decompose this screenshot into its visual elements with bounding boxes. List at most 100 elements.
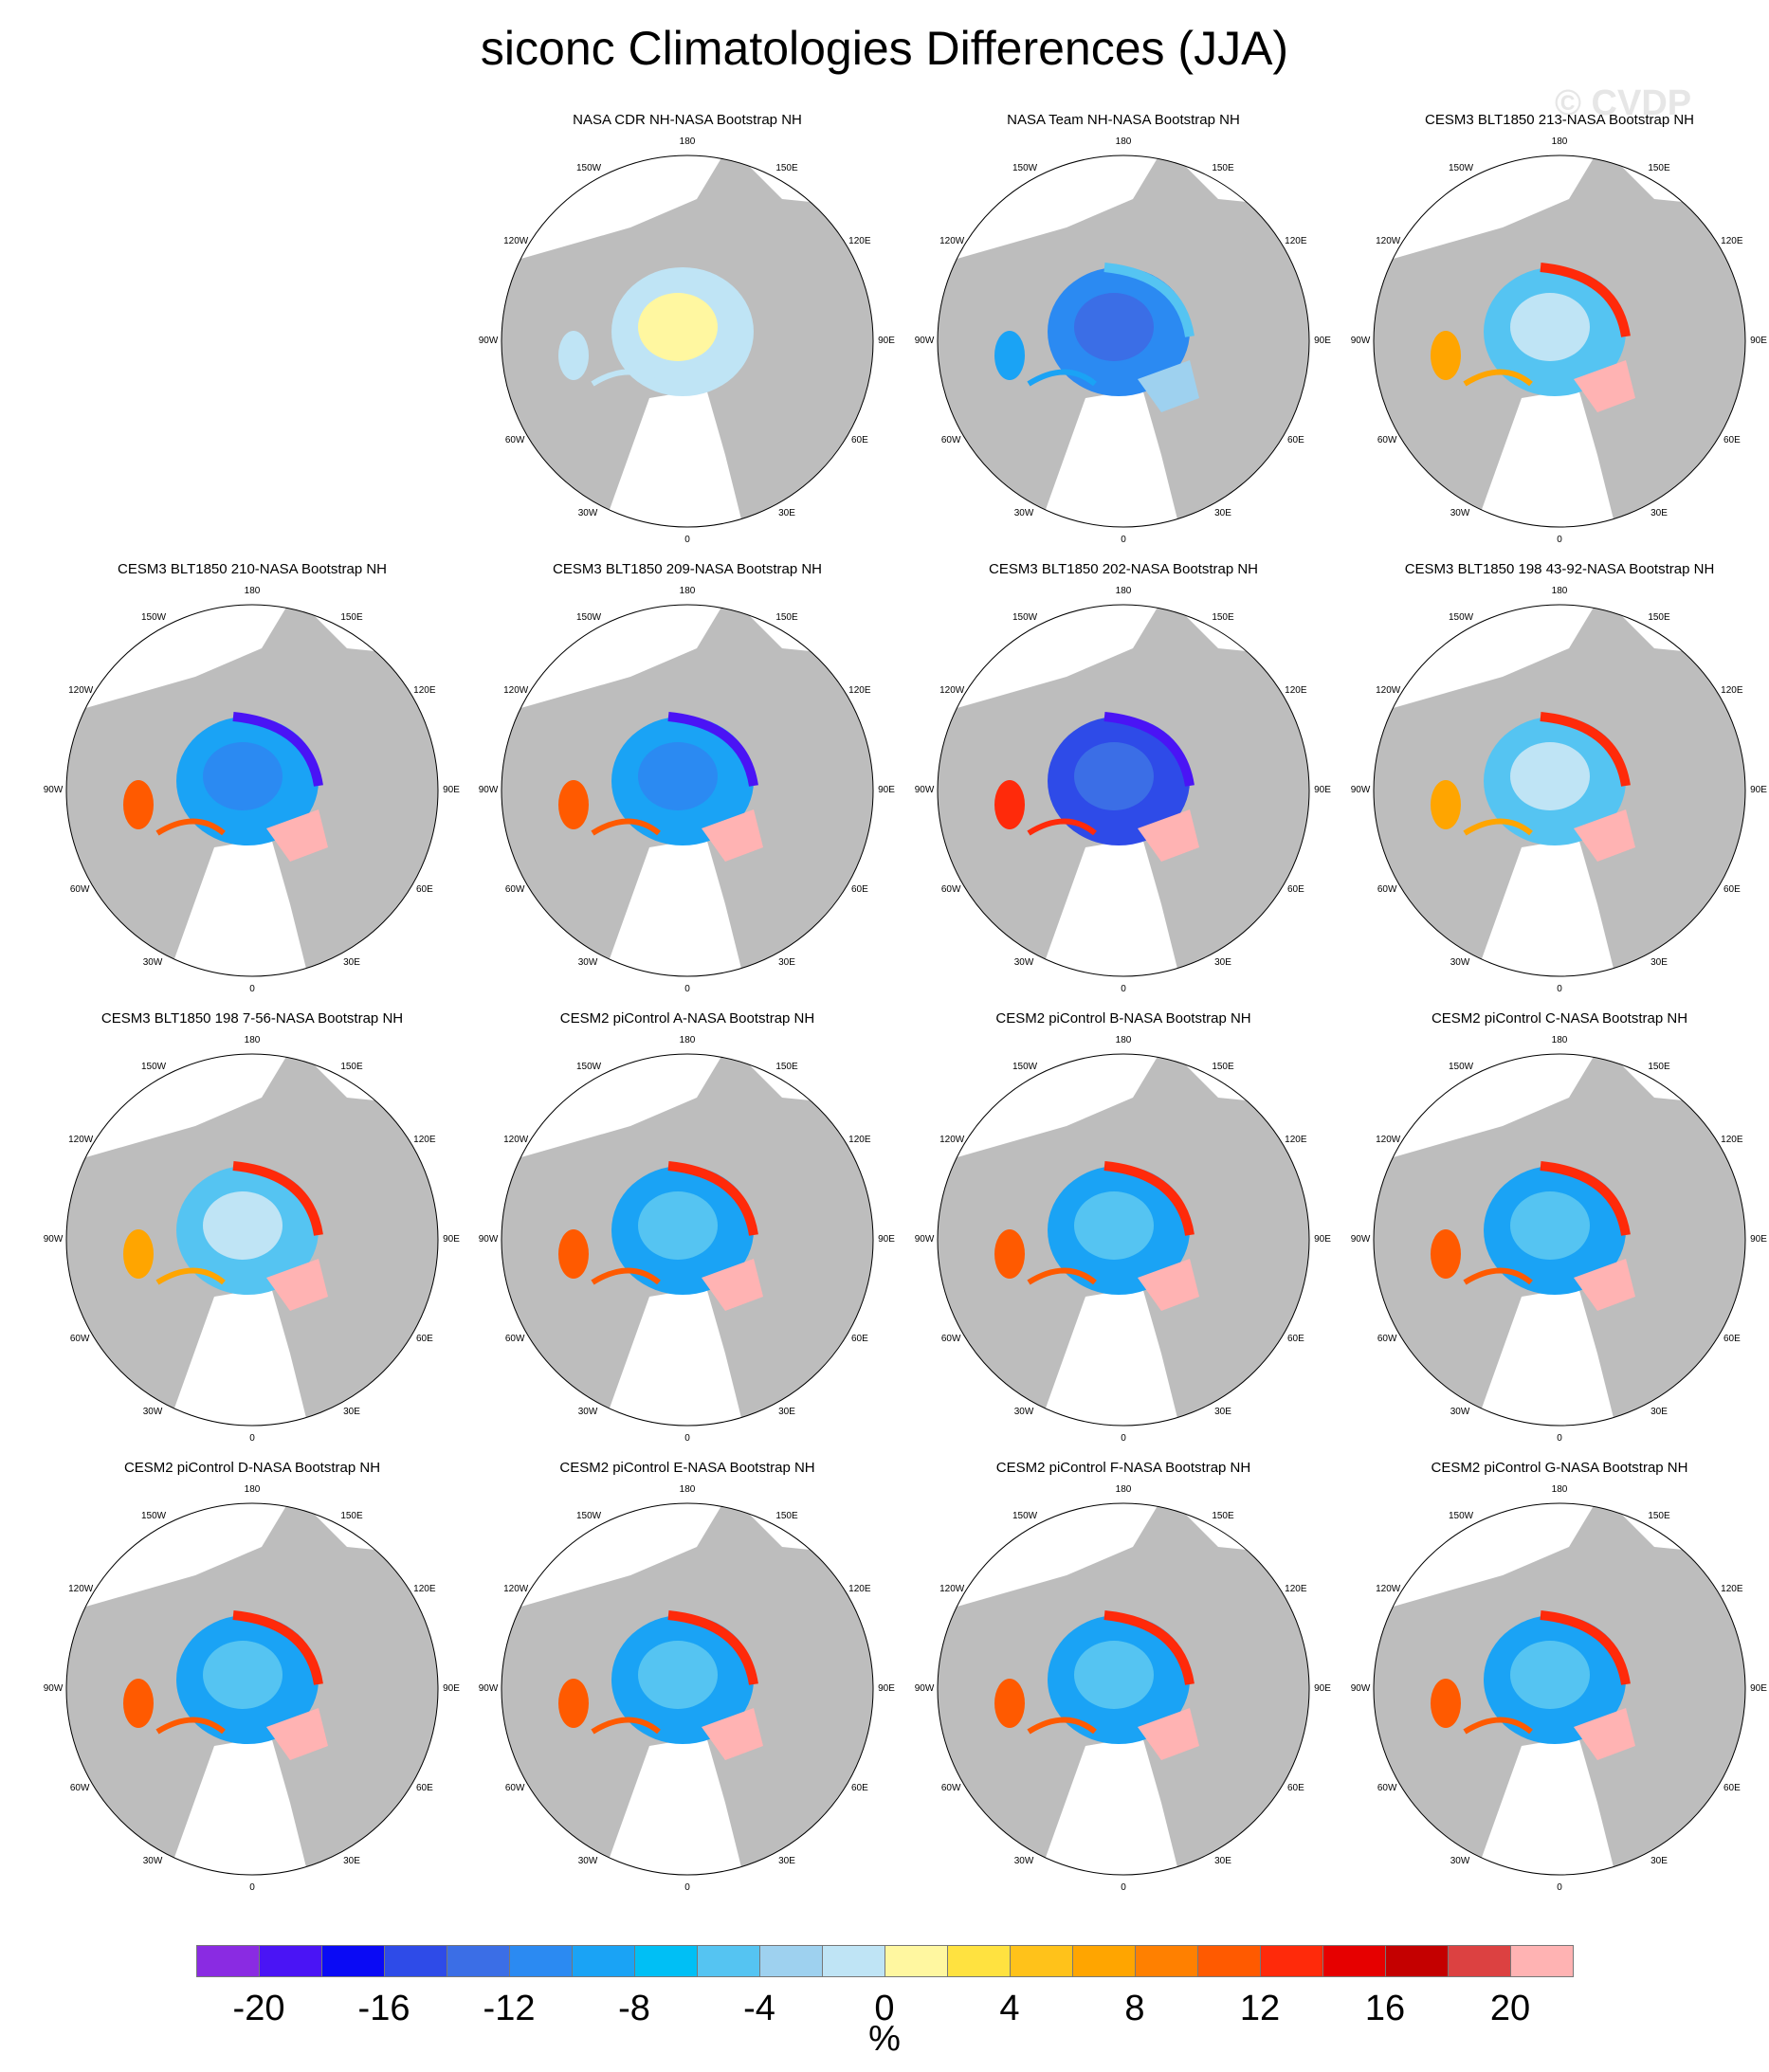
polar-map [1373, 154, 1746, 528]
colorbar-swatch [759, 1945, 823, 1977]
map-border [1373, 154, 1746, 528]
map-panel: CESM3 BLT1850 202-NASA Bootstrap NH 180 15… [905, 561, 1341, 997]
colorbar-swatch [1322, 1945, 1386, 1977]
longitude-label: 120E [848, 1584, 871, 1594]
longitude-label: 30W [1013, 1855, 1034, 1866]
sea-ice-core [203, 1191, 283, 1260]
longitude-label: 90W [478, 785, 499, 795]
map-panel: CESM2 piControl E-NASA Bootstrap NH 180 15… [469, 1460, 905, 1896]
longitude-label: 120W [939, 685, 965, 696]
longitude-label: 30W [1450, 1855, 1470, 1866]
baffin-anomaly [155, 818, 226, 836]
map-border [937, 604, 1310, 977]
longitude-label: 90E [878, 785, 895, 795]
longitude-label: 180 [1115, 586, 1132, 596]
longitude-label: 150E [340, 612, 363, 624]
longitude-label: 180 [679, 136, 696, 147]
longitude-label: 30E [778, 1406, 795, 1417]
map-panel: CESM3 BLT1850 209-NASA Bootstrap NH 180 15… [469, 561, 905, 997]
longitude-label: 60W [1377, 435, 1397, 445]
longitude-label: 120W [503, 685, 529, 696]
baffin-anomaly [155, 1267, 226, 1285]
longitude-label: 150W [1012, 1511, 1038, 1522]
atlantic-ocean [602, 1736, 744, 1875]
longitude-label: 60E [1286, 435, 1304, 445]
longitude-label: 90W [43, 785, 64, 795]
colorbar-swatch [1135, 1945, 1198, 1977]
longitude-label: 150W [1012, 163, 1038, 174]
baffin-anomaly [1463, 1267, 1533, 1285]
page-title: siconc Climatologies Differences (JJA) [480, 22, 1289, 75]
map-panel: CESM2 piControl A-NASA Bootstrap NH 180 15… [469, 1010, 905, 1446]
longitude-label: 60W [1377, 1334, 1397, 1344]
colorbar-swatch [697, 1945, 760, 1977]
ice-edge-anomaly [1540, 263, 1631, 337]
colorbar-units: % [868, 2019, 901, 2059]
longitude-label: 90W [1350, 1683, 1371, 1694]
longitude-label: 120W [1376, 1135, 1401, 1145]
longitude-label: 60W [504, 1783, 525, 1793]
polar-map [937, 154, 1310, 528]
colorbar-swatch [196, 1945, 260, 1977]
longitude-label: 30E [778, 1855, 795, 1866]
longitude-label: 150W [1449, 163, 1474, 174]
longitude-label: 120W [939, 236, 965, 246]
panel-title: CESM2 piControl G-NASA Bootstrap NH [1431, 1460, 1688, 1476]
longitude-label: 60E [1286, 884, 1304, 895]
ice-edge-anomaly [232, 1161, 323, 1236]
longitude-label: 150E [1212, 1062, 1234, 1073]
colorbar-swatch [884, 1945, 948, 1977]
barents-anomaly [1574, 809, 1635, 862]
longitude-label: 120E [848, 685, 871, 696]
colorbar-tick-label: -12 [483, 1989, 536, 2028]
ice-edge-anomaly [232, 712, 323, 787]
longitude-label: 150E [1648, 163, 1670, 174]
atlantic-ocean [167, 838, 309, 976]
longitude-label: 30W [1450, 956, 1470, 968]
map-border [1373, 1502, 1746, 1876]
longitude-label: 60E [850, 1334, 868, 1344]
polar-map [937, 604, 1310, 977]
longitude-label: 150E [340, 1511, 363, 1522]
longitude-label: 90E [1314, 336, 1331, 346]
longitude-label: 0 [1121, 1882, 1126, 1893]
longitude-label: 150E [1648, 612, 1670, 624]
longitude-label: 30E [1650, 1855, 1668, 1866]
longitude-label: 30E [1214, 1406, 1231, 1417]
ice-edge-anomaly [667, 1610, 758, 1685]
barents-anomaly [1574, 1708, 1635, 1760]
longitude-label: 180 [679, 1035, 696, 1045]
longitude-label: 60W [504, 884, 525, 895]
polar-map [65, 1502, 439, 1876]
longitude-label: 150W [576, 1062, 602, 1073]
baffin-anomaly [1027, 1717, 1097, 1735]
longitude-label: 120W [939, 1135, 965, 1145]
panel-title: CESM3 BLT1850 198 43-92-NASA Bootstrap N… [1404, 561, 1715, 577]
longitude-label: 90W [1350, 1234, 1371, 1245]
longitude-label: 90E [1314, 1683, 1331, 1694]
colorbar-swatch [1385, 1945, 1449, 1977]
ice-edge-anomaly [1540, 1161, 1631, 1236]
polar-map [501, 1053, 874, 1427]
longitude-label: 180 [1115, 1484, 1132, 1495]
longitude-label: 60E [415, 884, 433, 895]
longitude-label: 60E [850, 435, 868, 445]
longitude-label: 30W [142, 956, 163, 968]
hudson-bay-anomaly [123, 1229, 154, 1279]
barents-anomaly [266, 1259, 328, 1311]
longitude-label: 120E [1285, 1584, 1307, 1594]
sea-ice-core [203, 742, 283, 810]
atlantic-ocean [1474, 838, 1616, 976]
longitude-label: 120E [1721, 236, 1743, 246]
longitude-label: 180 [679, 586, 696, 596]
longitude-label: 60W [504, 435, 525, 445]
longitude-label: 30W [1013, 1406, 1034, 1417]
colorbar-swatch [572, 1945, 635, 1977]
longitude-label: 120W [1376, 1584, 1401, 1594]
polar-map [1373, 1053, 1746, 1427]
longitude-label: 120E [1285, 236, 1307, 246]
longitude-label: 120W [503, 236, 529, 246]
hudson-bay-anomaly [558, 1679, 589, 1728]
longitude-label: 60E [850, 884, 868, 895]
barents-anomaly [1138, 1708, 1199, 1760]
